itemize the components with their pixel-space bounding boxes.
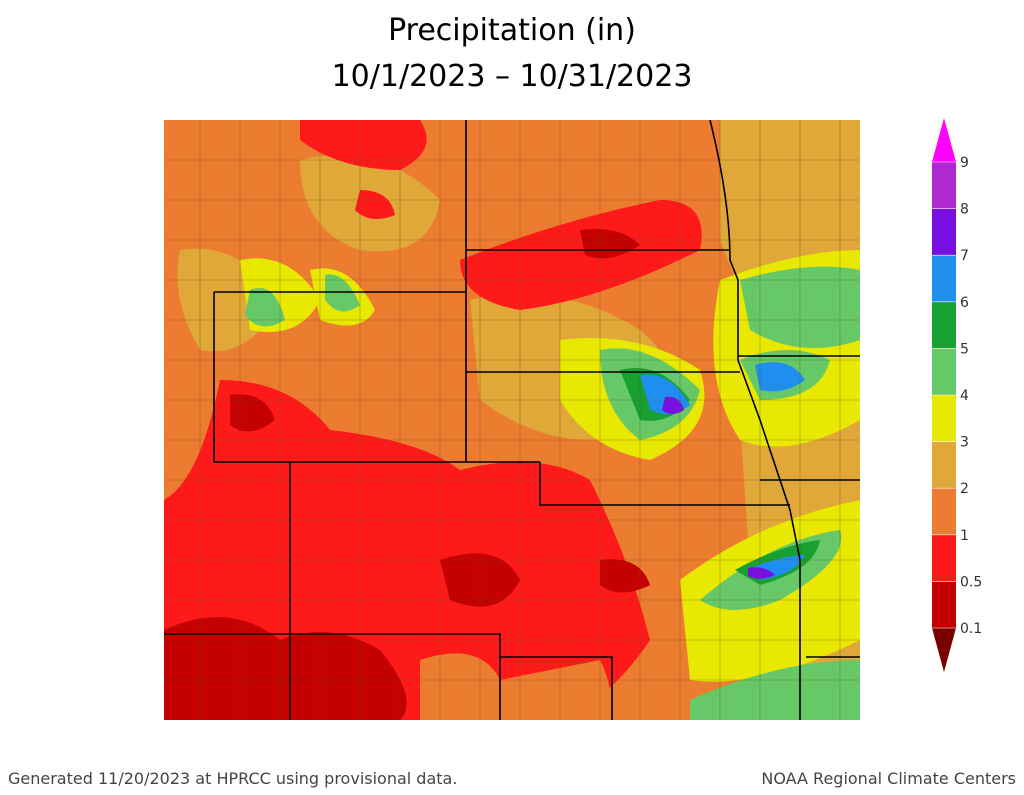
legend-arrow-top (932, 118, 956, 162)
legend-swatch (932, 255, 956, 303)
legend-label: 3 (960, 435, 969, 451)
legend-swatch (932, 581, 956, 629)
subtitle: 10/1/2023 – 10/31/2023 (332, 59, 693, 94)
legend-label: 7 (960, 248, 969, 264)
legend-swatch (932, 395, 956, 443)
footer-left: Generated 11/20/2023 at HPRCC using prov… (8, 769, 457, 788)
legend-label: 0.5 (960, 574, 982, 590)
legend-swatch (932, 441, 956, 489)
legend-label: 9 (960, 155, 969, 171)
legend-swatch (932, 301, 956, 349)
legend-swatch (932, 162, 956, 210)
legend-swatch (932, 208, 956, 256)
legend-arrow-bottom (932, 628, 956, 672)
legend-label: 0.1 (960, 621, 982, 637)
legend-label: 1 (960, 528, 969, 544)
legend-label: 2 (960, 481, 969, 497)
footer-right: NOAA Regional Climate Centers (761, 769, 1016, 788)
legend-swatch (932, 534, 956, 582)
legend-label: 5 (960, 341, 969, 357)
title: Precipitation (in) (388, 13, 636, 48)
legend: 9 8 7 6 5 4 3 2 1 0.5 0.1 (932, 118, 982, 672)
legend-swatch (932, 488, 956, 536)
legend-label: 6 (960, 295, 969, 311)
legend-label: 8 (960, 202, 969, 218)
legend-label: 4 (960, 388, 969, 404)
map (164, 120, 860, 720)
legend-swatch (932, 348, 956, 396)
